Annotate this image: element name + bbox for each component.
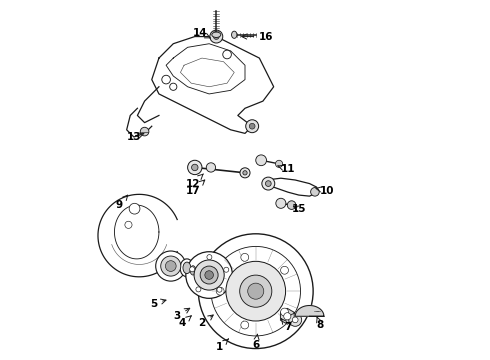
Circle shape (196, 287, 201, 292)
Circle shape (276, 198, 286, 208)
Text: 8: 8 (317, 317, 324, 330)
Ellipse shape (212, 32, 221, 37)
Circle shape (166, 261, 176, 271)
Polygon shape (280, 309, 294, 324)
Circle shape (161, 256, 181, 276)
Circle shape (293, 317, 298, 323)
Circle shape (129, 203, 140, 214)
Circle shape (245, 120, 259, 133)
Circle shape (266, 181, 271, 186)
Text: 4: 4 (178, 316, 191, 328)
Circle shape (125, 221, 132, 228)
Circle shape (287, 201, 296, 210)
Circle shape (210, 30, 223, 43)
Circle shape (214, 34, 219, 40)
Circle shape (262, 177, 275, 190)
Circle shape (188, 160, 202, 175)
Polygon shape (267, 178, 317, 196)
Circle shape (241, 253, 249, 261)
Circle shape (275, 160, 283, 167)
Circle shape (207, 255, 212, 260)
Ellipse shape (232, 31, 237, 39)
Text: 2: 2 (198, 315, 213, 328)
Circle shape (249, 123, 255, 129)
Circle shape (205, 271, 214, 279)
Circle shape (311, 188, 319, 196)
Circle shape (192, 164, 198, 171)
Ellipse shape (183, 262, 191, 274)
Circle shape (241, 321, 249, 329)
Circle shape (256, 155, 267, 166)
Text: 7: 7 (281, 319, 292, 332)
Circle shape (226, 261, 286, 321)
Circle shape (198, 234, 313, 348)
Circle shape (281, 266, 289, 274)
Text: 12: 12 (186, 174, 203, 189)
Text: 1: 1 (216, 339, 228, 352)
Text: 9: 9 (115, 195, 128, 210)
Circle shape (240, 168, 250, 178)
Circle shape (140, 127, 149, 136)
Circle shape (217, 287, 222, 292)
Circle shape (224, 267, 229, 272)
Circle shape (281, 308, 289, 316)
Text: 15: 15 (292, 204, 306, 214)
Text: 17: 17 (186, 180, 205, 196)
Circle shape (194, 260, 224, 290)
Text: 14: 14 (193, 28, 210, 38)
Text: 16: 16 (242, 32, 274, 41)
Circle shape (206, 163, 216, 172)
Circle shape (200, 266, 218, 284)
Text: 3: 3 (173, 308, 190, 321)
Ellipse shape (190, 266, 196, 275)
Circle shape (216, 287, 224, 295)
Circle shape (211, 246, 300, 336)
Polygon shape (295, 306, 324, 316)
Circle shape (284, 313, 291, 320)
Circle shape (248, 283, 264, 299)
Circle shape (186, 252, 232, 298)
Text: 6: 6 (252, 334, 259, 350)
Circle shape (223, 50, 231, 59)
Circle shape (190, 267, 195, 272)
Text: 5: 5 (150, 299, 166, 309)
Ellipse shape (188, 262, 198, 278)
Circle shape (240, 275, 272, 307)
Circle shape (162, 75, 171, 84)
Circle shape (243, 171, 247, 175)
Ellipse shape (180, 259, 194, 277)
Circle shape (289, 314, 302, 326)
Circle shape (156, 251, 186, 281)
Text: 11: 11 (278, 164, 295, 174)
Text: 13: 13 (126, 132, 144, 142)
Text: 10: 10 (316, 186, 335, 196)
Circle shape (170, 83, 177, 90)
